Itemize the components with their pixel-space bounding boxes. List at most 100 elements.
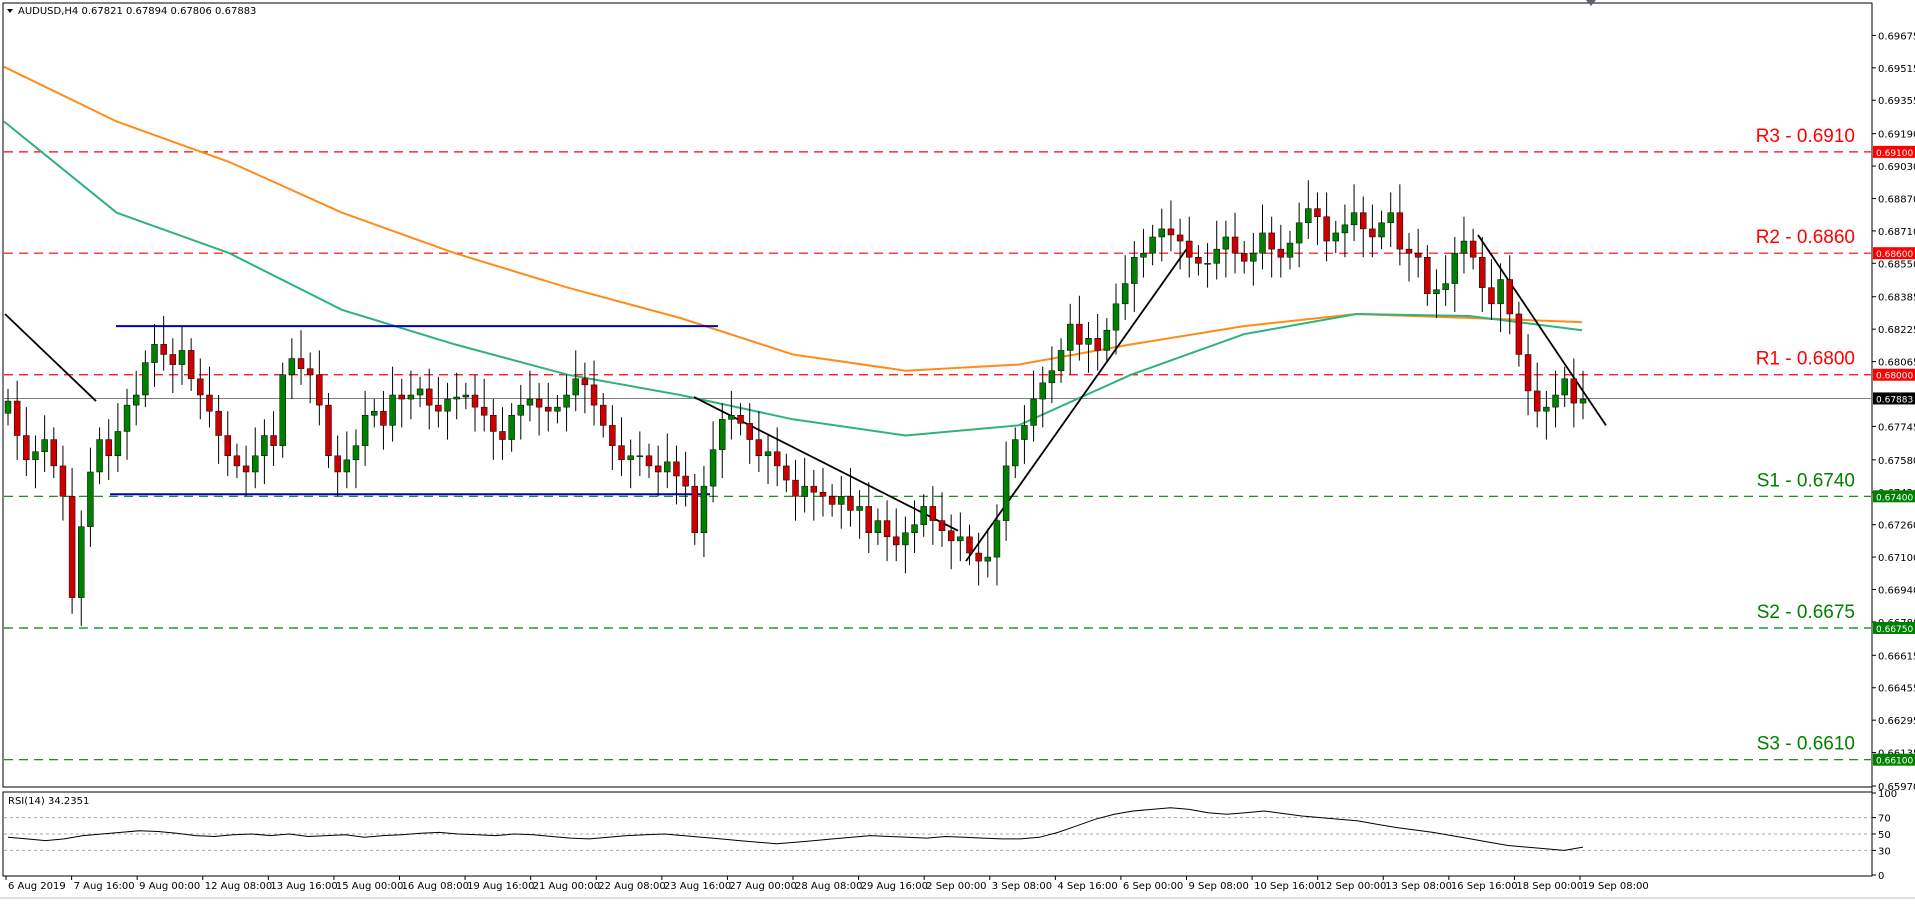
bull-candle[interactable] [719, 419, 726, 450]
bull-candle[interactable] [517, 404, 525, 416]
bear-candle[interactable] [535, 398, 543, 408]
bull-candle[interactable] [252, 455, 259, 473]
bear-candle[interactable] [1524, 354, 1532, 392]
bear-candle[interactable] [1323, 216, 1330, 242]
bull-candle[interactable] [572, 378, 579, 396]
bear-candle[interactable] [682, 475, 689, 487]
bull-candle[interactable] [407, 394, 415, 400]
bear-candle[interactable] [1167, 228, 1175, 236]
bull-candle[interactable] [1002, 465, 1010, 521]
bear-candle[interactable] [1094, 338, 1101, 351]
bear-candle[interactable] [242, 465, 250, 473]
bear-candle[interactable] [847, 496, 854, 511]
bull-candle[interactable] [361, 415, 369, 446]
bull-candle[interactable] [1332, 232, 1339, 242]
bear-candle[interactable] [334, 455, 341, 473]
bull-candle[interactable] [1140, 252, 1147, 258]
bear-candle[interactable] [1186, 240, 1193, 258]
bull-candle[interactable] [371, 410, 378, 416]
bear-candle[interactable] [810, 485, 818, 493]
bear-candle[interactable] [1533, 390, 1541, 412]
bull-candle[interactable] [1057, 350, 1065, 371]
bull-candle[interactable] [764, 451, 772, 457]
bull-candle[interactable] [563, 394, 570, 408]
rsi-line[interactable] [7, 807, 1584, 851]
bull-candle[interactable] [1158, 228, 1166, 238]
bear-candle[interactable] [1314, 208, 1321, 217]
bull-candle[interactable] [1433, 289, 1440, 294]
bull-candle[interactable] [132, 394, 140, 406]
bear-candle[interactable] [197, 378, 204, 396]
bull-candle[interactable] [1222, 236, 1230, 250]
bear-candle[interactable] [160, 344, 167, 355]
bear-candle[interactable] [1414, 252, 1422, 258]
bear-candle[interactable] [746, 423, 753, 440]
bull-candle[interactable] [984, 556, 992, 562]
bull-candle[interactable] [1204, 263, 1211, 265]
bear-candle[interactable] [398, 394, 405, 400]
bear-candle[interactable] [1424, 256, 1431, 294]
bull-candle[interactable] [1497, 279, 1504, 305]
bear-candle[interactable] [270, 435, 277, 446]
bear-candle[interactable] [306, 368, 314, 375]
bull-candle[interactable] [1021, 425, 1028, 440]
moving-average-fast[interactable] [3, 120, 1583, 437]
bear-candle[interactable] [490, 415, 497, 432]
bull-candle[interactable] [1030, 398, 1037, 426]
bull-candle[interactable] [957, 536, 964, 542]
bull-candle[interactable] [838, 496, 845, 505]
bull-candle[interactable] [627, 455, 634, 461]
bear-candle[interactable] [590, 384, 598, 406]
bear-candle[interactable] [865, 506, 872, 534]
bull-candle[interactable] [389, 394, 396, 426]
bull-candle[interactable] [261, 435, 268, 457]
bear-candle[interactable] [1076, 323, 1083, 345]
bull-candle[interactable] [1286, 242, 1294, 258]
bull-candle[interactable] [151, 344, 158, 363]
bull-candle[interactable] [1552, 394, 1559, 408]
bear-candle[interactable] [1515, 313, 1523, 355]
bear-candle[interactable] [471, 394, 479, 408]
bull-candle[interactable] [902, 532, 909, 546]
bear-candle[interactable] [947, 530, 955, 542]
bear-candle[interactable] [691, 485, 698, 534]
bull-candle[interactable] [1543, 406, 1550, 412]
bull-candle[interactable] [1378, 222, 1385, 238]
bull-candle[interactable] [41, 439, 48, 452]
bull-candle[interactable] [352, 445, 360, 461]
bear-candle[interactable] [599, 404, 607, 426]
bear-candle[interactable] [1240, 252, 1248, 262]
bull-candle[interactable] [1048, 370, 1056, 384]
bear-candle[interactable] [435, 404, 442, 412]
bull-candle[interactable] [1387, 212, 1394, 224]
bull-candle[interactable] [1012, 439, 1019, 467]
bear-candle[interactable] [609, 425, 616, 446]
bull-candle[interactable] [1121, 283, 1129, 305]
bull-candle[interactable] [1085, 338, 1092, 345]
bull-candle[interactable] [920, 506, 927, 525]
bear-candle[interactable] [215, 410, 222, 436]
bull-candle[interactable] [1112, 303, 1120, 331]
bull-candle[interactable] [1341, 224, 1349, 234]
bull-candle[interactable] [343, 459, 351, 473]
bull-candle[interactable] [636, 455, 644, 458]
bull-candle[interactable] [1039, 382, 1046, 400]
bear-candle[interactable] [50, 439, 58, 467]
bear-candle[interactable] [105, 439, 112, 457]
bear-candle[interactable] [169, 354, 177, 365]
bear-candle[interactable] [645, 455, 653, 467]
bear-candle[interactable] [68, 496, 76, 598]
bear-candle[interactable] [480, 406, 488, 416]
trendline[interactable] [4, 313, 97, 402]
bear-candle[interactable] [893, 536, 900, 546]
bull-candle[interactable] [874, 520, 882, 534]
bear-candle[interactable] [773, 451, 781, 467]
bull-candle[interactable] [700, 485, 708, 534]
bull-candle[interactable] [801, 485, 808, 497]
bull-candle[interactable] [1561, 378, 1568, 396]
bull-candle[interactable] [1295, 222, 1303, 244]
bear-candle[interactable] [1176, 234, 1184, 242]
bear-candle[interactable] [783, 465, 790, 481]
bear-candle[interactable] [1488, 287, 1495, 305]
